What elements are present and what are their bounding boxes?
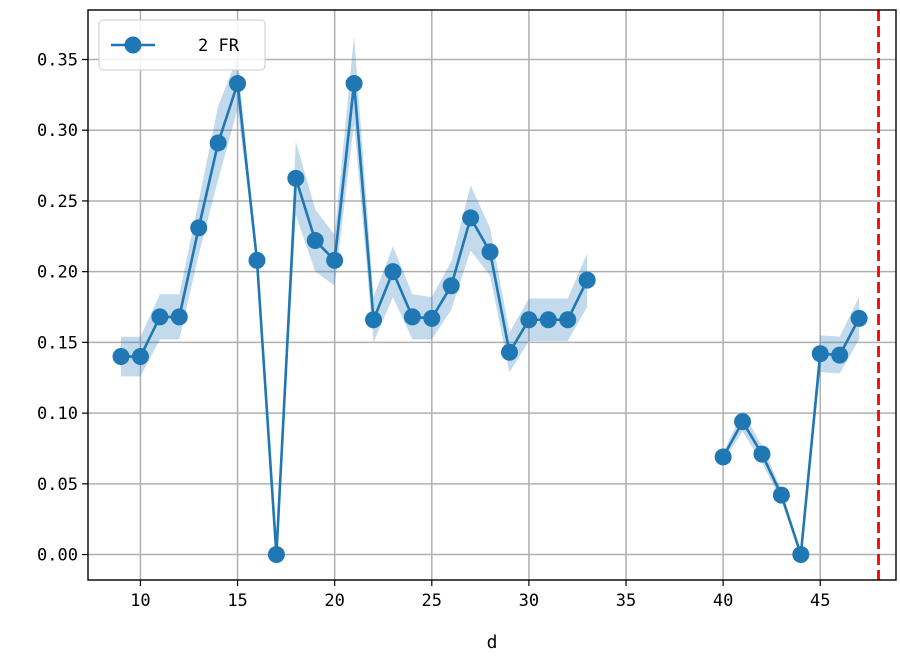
- confidence-band: [723, 297, 860, 555]
- data-point: [423, 309, 441, 327]
- y-tick-label: 0.15: [37, 333, 78, 353]
- data-point: [734, 413, 752, 431]
- data-point: [365, 311, 383, 329]
- data-point: [384, 263, 402, 281]
- data-point: [209, 134, 227, 152]
- x-tick-label: 30: [519, 591, 539, 611]
- x-tick-label: 35: [616, 591, 636, 611]
- data-point: [345, 75, 363, 93]
- data-point: [559, 311, 577, 329]
- legend: 2 FR: [98, 19, 266, 71]
- data-point: [792, 546, 810, 564]
- y-tick-label: 0.05: [37, 475, 78, 495]
- data-point: [753, 445, 771, 463]
- y-tick-label: 0.35: [37, 51, 78, 71]
- data-point: [170, 308, 188, 326]
- series-markers: [112, 75, 868, 564]
- data-point: [714, 448, 732, 466]
- plot-frame: [87, 9, 897, 581]
- y-tick-label: 0.00: [37, 546, 78, 566]
- x-axis-label: d: [487, 632, 498, 653]
- data-point: [831, 346, 849, 364]
- data-point: [248, 251, 266, 269]
- confidence-band: [121, 35, 588, 555]
- x-tick-label: 25: [422, 591, 442, 611]
- x-tick-label: 45: [810, 591, 830, 611]
- legend-box: [98, 19, 266, 71]
- data-point: [850, 309, 868, 327]
- data-point: [306, 232, 324, 250]
- data-point: [403, 308, 421, 326]
- legend-marker-sample: [124, 36, 142, 54]
- data-point: [539, 311, 557, 329]
- data-point: [287, 169, 305, 187]
- x-tick-label: 20: [324, 591, 344, 611]
- y-tick-label: 0.10: [37, 404, 78, 424]
- axis-ticks: 10 15 20 25 30 35 40 45 0.00 0.05 0.10 0.15 0.20 0.25…: [37, 51, 830, 611]
- data-point: [520, 311, 538, 329]
- y-tick-label: 0.20: [37, 263, 78, 283]
- grid-lines: [88, 10, 896, 580]
- data-point: [267, 546, 285, 564]
- legend-label: 2 FR: [198, 36, 240, 56]
- data-point: [811, 345, 829, 363]
- data-point: [462, 209, 480, 227]
- data-point: [578, 271, 596, 289]
- confidence-bands: [121, 35, 860, 555]
- data-point: [190, 219, 208, 237]
- data-point: [229, 75, 247, 93]
- x-tick-label: 10: [130, 591, 150, 611]
- data-point: [442, 277, 460, 295]
- data-point: [500, 343, 518, 361]
- data-point: [131, 348, 149, 366]
- data-point: [326, 251, 344, 269]
- data-point: [112, 348, 130, 366]
- y-tick-label: 0.25: [37, 192, 78, 212]
- data-point: [481, 243, 499, 261]
- y-tick-label: 0.30: [37, 121, 78, 141]
- data-point: [772, 486, 790, 504]
- x-tick-label: 40: [713, 591, 733, 611]
- data-point: [151, 308, 169, 326]
- x-tick-label: 15: [227, 591, 247, 611]
